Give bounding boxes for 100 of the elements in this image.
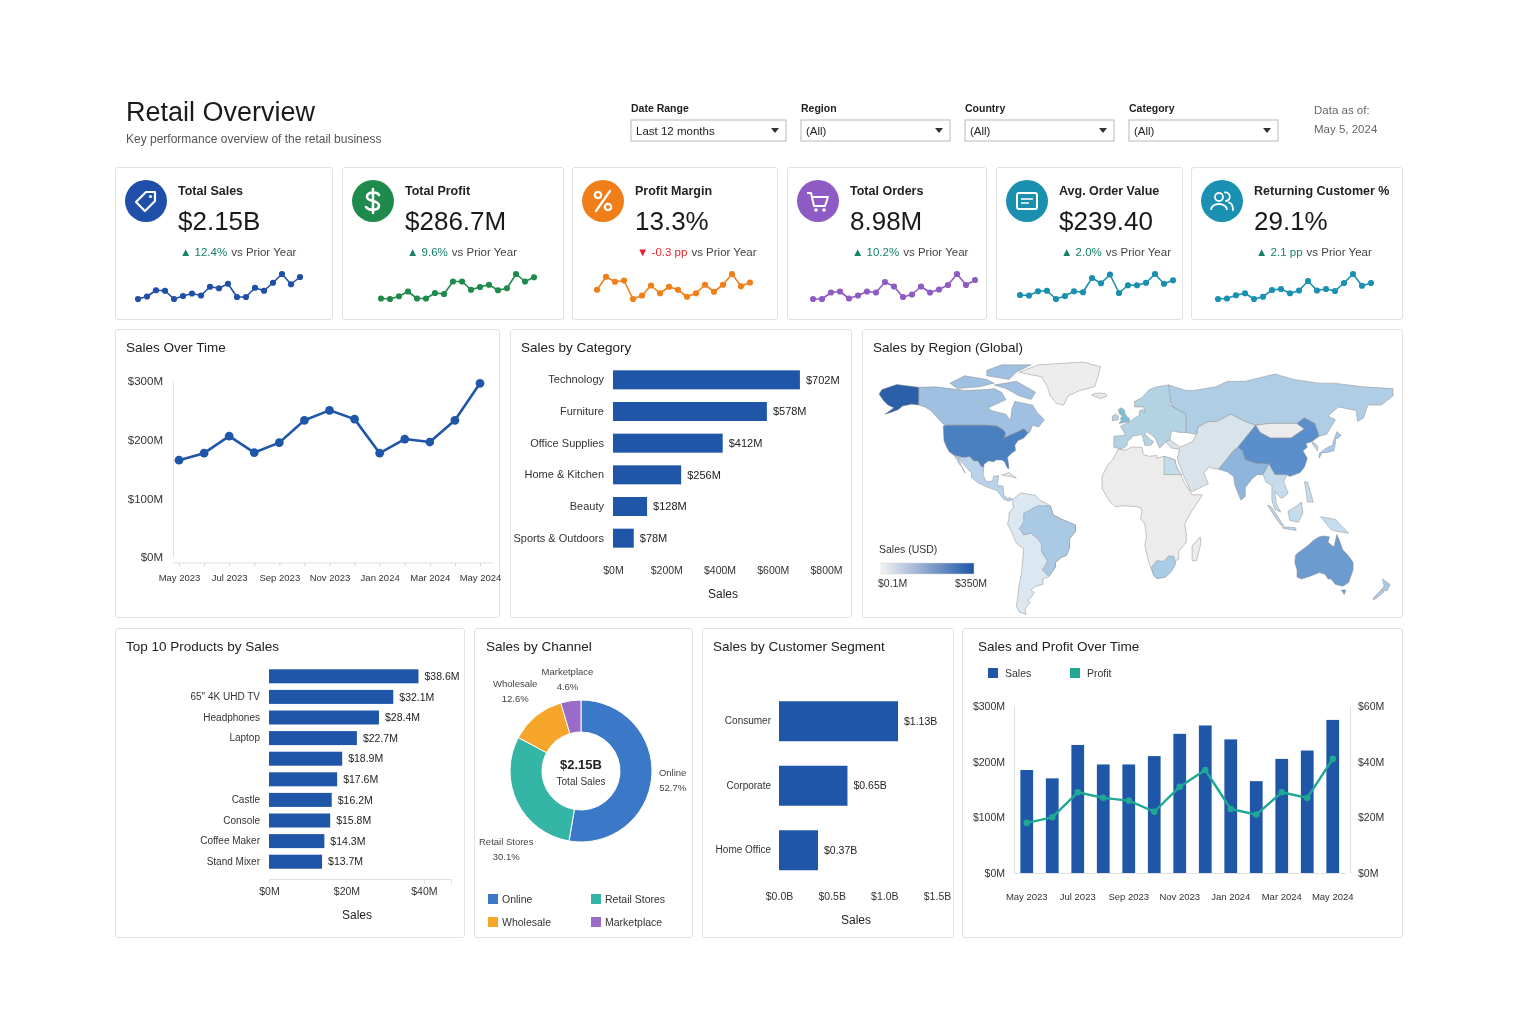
y2-tick-label: $20M xyxy=(1358,811,1385,824)
point xyxy=(1097,280,1105,287)
data-label: $13.7M xyxy=(328,855,364,868)
bar xyxy=(613,465,682,485)
slice-label: Retail Stores xyxy=(479,835,534,847)
point xyxy=(1358,282,1366,289)
y-tick-label: $200M xyxy=(972,755,1005,768)
point xyxy=(1232,292,1240,299)
bar xyxy=(1173,733,1187,873)
point xyxy=(199,448,209,458)
point xyxy=(296,273,304,281)
point xyxy=(1070,288,1078,295)
point xyxy=(1150,808,1158,816)
point xyxy=(475,378,485,388)
bar xyxy=(1045,778,1059,873)
bar xyxy=(269,710,379,725)
point xyxy=(908,291,916,298)
point xyxy=(1286,290,1294,297)
bar xyxy=(269,669,419,684)
chart-title: Sales and Profit Over Time xyxy=(978,639,1140,654)
point xyxy=(278,270,286,278)
x-tick-label: $0.0B xyxy=(765,890,794,903)
point xyxy=(1367,279,1375,287)
chart-title: Sales by Category xyxy=(521,340,632,355)
point xyxy=(674,286,682,293)
bar xyxy=(613,497,648,516)
y-tick-label: Headphones xyxy=(203,711,260,723)
data-label: 30.1% xyxy=(492,850,521,862)
text: ▲ 12.4% xyxy=(180,246,228,258)
point xyxy=(134,295,142,303)
x-tick-label: Jan 2024 xyxy=(1211,890,1251,902)
point xyxy=(206,283,214,290)
bar xyxy=(613,433,723,453)
point xyxy=(890,283,898,290)
data-label: $578M xyxy=(772,405,807,418)
text: Returning Customer % xyxy=(1254,184,1390,198)
point xyxy=(413,295,421,302)
point xyxy=(953,270,961,278)
data-label: $0.37B xyxy=(823,843,858,856)
point xyxy=(422,295,430,302)
legend-label: Profit xyxy=(1087,666,1112,679)
x-tick-label: Mar 2024 xyxy=(410,571,451,583)
point xyxy=(395,293,403,300)
point xyxy=(1115,289,1123,297)
text: (All) xyxy=(970,125,991,137)
point xyxy=(881,278,889,286)
text: $2.15B xyxy=(560,757,602,772)
text: vs Prior Year xyxy=(903,246,969,258)
y-tick-label: Furniture xyxy=(559,405,604,418)
x-tick-label: Nov 2023 xyxy=(309,571,351,583)
point xyxy=(971,276,979,284)
bar xyxy=(269,689,394,704)
data-label: $22.7M xyxy=(362,731,398,744)
data-label: $702M xyxy=(805,373,840,386)
data-label: 4.6% xyxy=(556,680,579,692)
y2-tick-label: $60M xyxy=(1358,699,1385,712)
y-tick-label: Consumer xyxy=(724,715,772,727)
point xyxy=(1052,295,1060,303)
point xyxy=(1016,291,1024,299)
x-tick-label: $1.5B xyxy=(923,890,952,903)
y-tick-label: $300M xyxy=(127,375,163,388)
point xyxy=(251,284,259,291)
chart-title: Top 10 Products by Sales xyxy=(126,639,280,654)
x-tick-label: $800M xyxy=(810,564,843,577)
text: (All) xyxy=(806,125,827,137)
point xyxy=(1125,797,1133,804)
bar xyxy=(1224,739,1238,873)
text: Category xyxy=(1129,102,1175,114)
text: Retail Overview xyxy=(126,97,316,127)
point xyxy=(818,295,826,303)
point xyxy=(701,281,709,288)
point xyxy=(300,415,309,425)
point xyxy=(503,285,511,292)
x-tick-label: Nov 2023 xyxy=(1159,890,1201,902)
legend-label: Online xyxy=(502,892,533,905)
point xyxy=(404,288,412,295)
text: Sales (USD) xyxy=(879,543,938,555)
text: (All) xyxy=(1134,125,1155,137)
bar xyxy=(779,830,818,871)
point xyxy=(1023,819,1031,827)
text: Date Range xyxy=(631,102,689,114)
data-label: $16.2M xyxy=(337,793,373,806)
y-tick-label: Home & Kitchen xyxy=(524,468,604,481)
bar xyxy=(269,854,323,869)
point xyxy=(1268,286,1276,294)
text: $0.1M xyxy=(878,577,908,589)
point xyxy=(242,293,250,301)
point xyxy=(274,438,284,447)
point xyxy=(728,270,736,278)
point xyxy=(1025,292,1033,299)
point xyxy=(836,288,844,295)
point xyxy=(494,287,502,294)
x-tick-label: $20M xyxy=(333,885,361,898)
point xyxy=(450,415,460,425)
bar xyxy=(269,731,357,746)
x-tick-label: $0.5B xyxy=(818,890,846,903)
point xyxy=(629,295,637,303)
text: Region xyxy=(801,102,837,114)
text: vs Prior Year xyxy=(231,246,297,258)
data-label: $0.65B xyxy=(853,779,887,792)
